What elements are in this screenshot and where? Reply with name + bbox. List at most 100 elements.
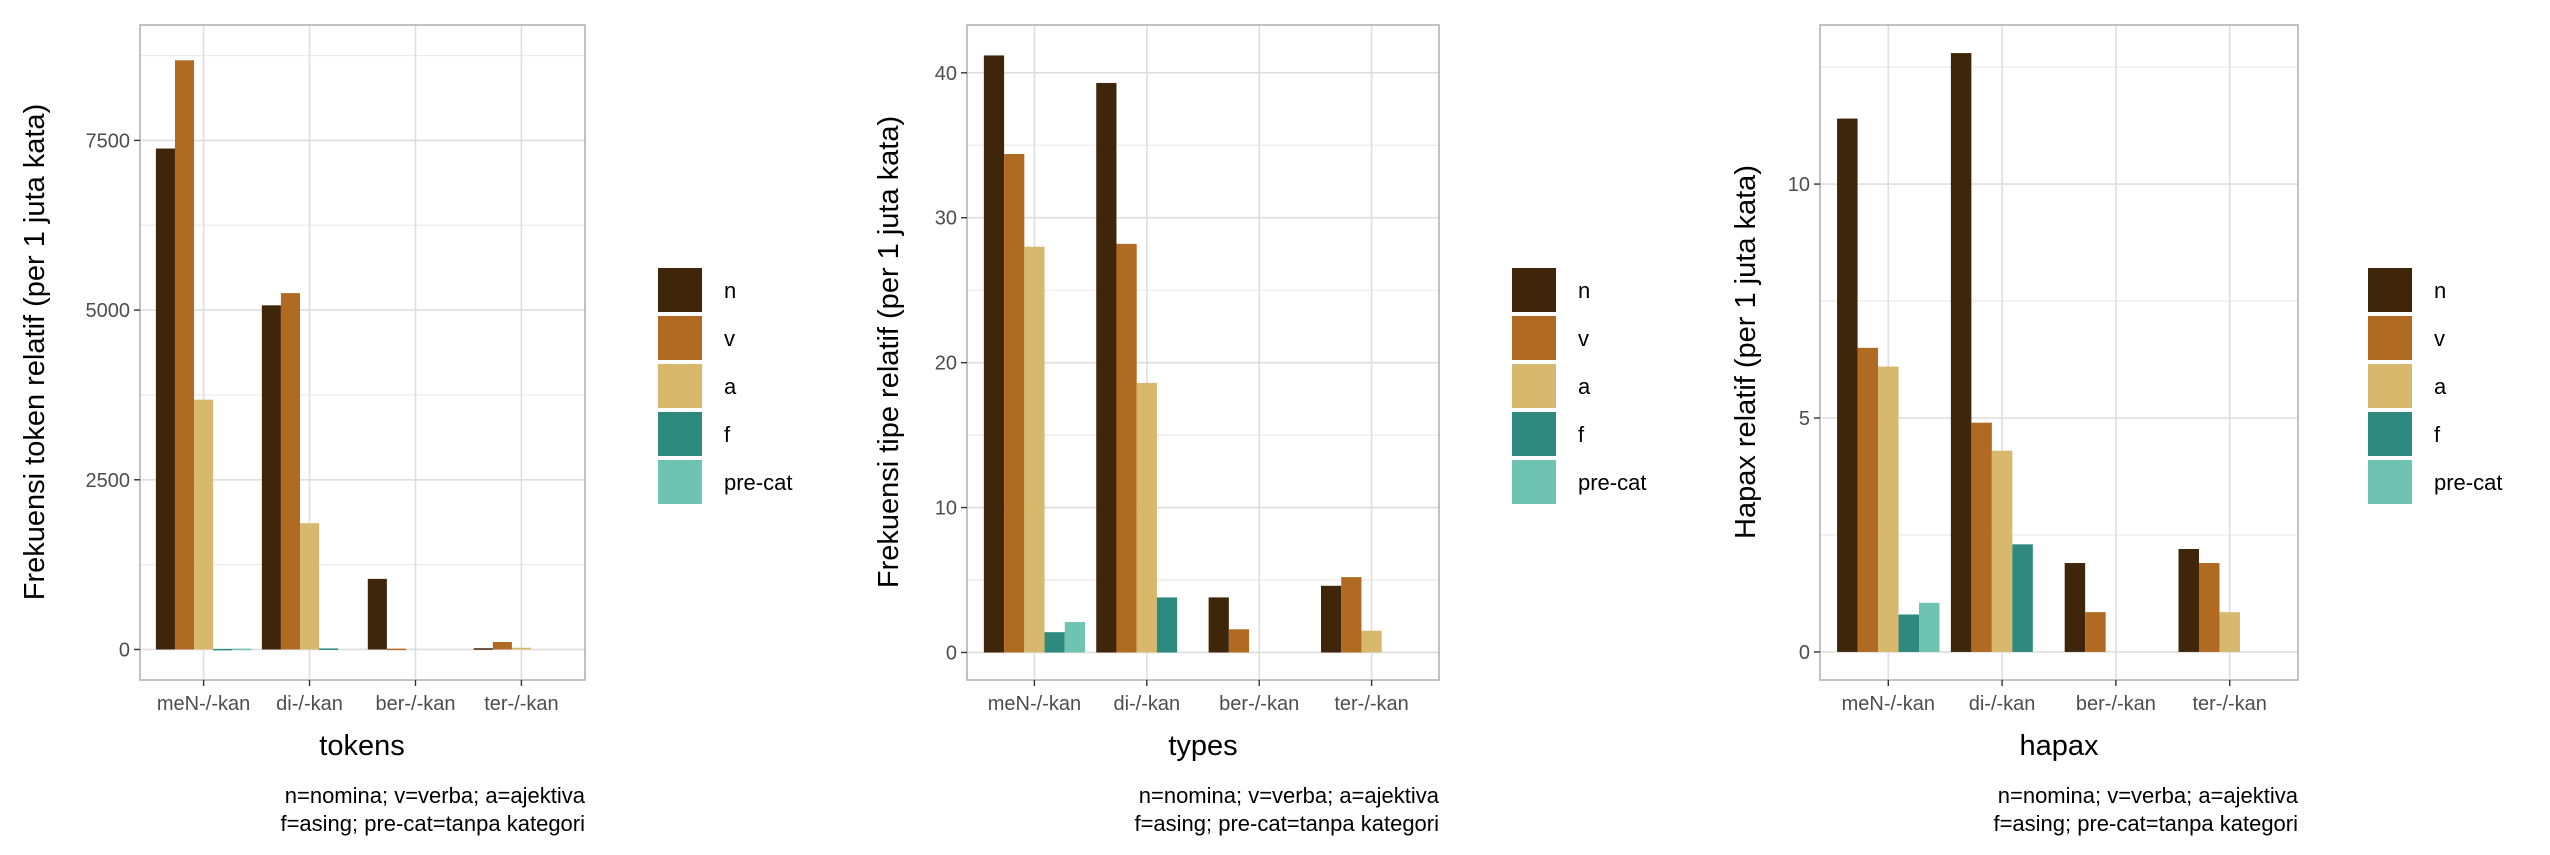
- hapax-bar-ber-kan-n: [2064, 563, 2086, 652]
- tokens-bars: [155, 60, 531, 651]
- tokens-legend-key-v: [658, 316, 702, 360]
- types-x-tick-label: ber-/-kan: [1219, 693, 1299, 715]
- types-bar-men-kan-v: [1004, 153, 1025, 653]
- types-caption-line-1: n=nomina; v=verba; a=ajektiva: [1139, 783, 1440, 808]
- hapax-bars: [1837, 53, 2240, 652]
- hapax-legend-label-n: n: [2434, 278, 2446, 303]
- hapax-caption-line-1: n=nomina; v=verba; a=ajektiva: [1998, 783, 2299, 808]
- types-y-tick-label: 10: [935, 498, 957, 520]
- types-plot-border: [966, 24, 1440, 681]
- types-legend-key-f: [1512, 412, 1556, 456]
- types-legend-label-f: f: [1578, 422, 1585, 447]
- hapax-panel: 0 5 10 meN-/-kan di-/-kan ber-/-kan ter-/-kan…: [1730, 24, 2299, 762]
- tokens-y-axis-title: Frekuensi token relatif (per 1 juta kata…: [19, 104, 51, 600]
- tokens-bar-men-kan-f: [213, 648, 233, 651]
- tokens-legend-label-a: a: [724, 374, 737, 399]
- hapax-x-tick-label: ber-/-kan: [2076, 693, 2156, 715]
- tokens-bar-ter-kan-n: [473, 648, 493, 650]
- tokens-bar-men-kan-v: [174, 60, 195, 650]
- tokens-bar-di-kan-n: [261, 305, 281, 650]
- tokens-bar-di-kan-v: [280, 293, 300, 650]
- types-y-tick-label: 0: [946, 642, 957, 664]
- hapax-bar-ter-kan-v: [2198, 563, 2220, 652]
- types-legend-key-a: [1512, 364, 1556, 408]
- types-bar-di-kan-f: [1156, 597, 1178, 653]
- tokens-bar-men-kan-pre-cat: [232, 648, 252, 651]
- types-y-tick-label: 20: [935, 353, 957, 375]
- types-legend-label-pre-cat: pre-cat: [1578, 470, 1646, 495]
- tokens-x-tick-label: di-/-kan: [276, 693, 343, 715]
- types-y-axis-title: Frekuensi tipe relatif (per 1 juta kata): [873, 116, 905, 588]
- types-bar-ter-kan-a: [1361, 630, 1382, 653]
- hapax-legend-key-pre-cat: [2368, 460, 2412, 504]
- tokens-panel: 0 2500 5000 7500 meN-/-kan di-/-kan ber-/-kan…: [19, 24, 586, 762]
- tokens-bar-ter-kan-a: [511, 647, 531, 650]
- hapax-bar-men-kan-v: [1857, 347, 1879, 652]
- types-bar-ber-kan-v: [1228, 629, 1250, 653]
- tokens-x-tick-label: meN-/-kan: [157, 693, 250, 715]
- types-x-tick-label: meN-/-kan: [988, 693, 1081, 715]
- tokens-bar-men-kan-n: [155, 148, 175, 650]
- tokens-bar-ber-kan-v: [386, 648, 406, 651]
- tokens-plot-border: [139, 24, 586, 681]
- tokens-legend-key-f: [658, 412, 702, 456]
- types-bar-ter-kan-n: [1321, 585, 1342, 653]
- tokens-legend-label-f: f: [724, 422, 731, 447]
- types-plot-background: [967, 25, 1439, 680]
- types-bars: [983, 55, 1382, 653]
- tokens-legend-label-v: v: [724, 326, 735, 351]
- tokens-legend-label-pre-cat: pre-cat: [724, 470, 792, 495]
- tokens-legend-key-a: [658, 364, 702, 408]
- types-bar-men-kan-a: [1024, 246, 1045, 653]
- hapax-x-tick-label: ter-/-kan: [2192, 693, 2266, 715]
- hapax-bar-ter-kan-n: [2178, 549, 2199, 652]
- tokens-y-tick-label: 7500: [86, 130, 131, 152]
- hapax-bar-men-kan-f: [1898, 614, 1920, 652]
- tokens-x-tick-label: ter-/-kan: [484, 693, 558, 715]
- tokens-bar-men-kan-a: [194, 399, 214, 650]
- types-legend-label-a: a: [1578, 374, 1591, 399]
- hapax-x-tick-label: meN-/-kan: [1842, 693, 1935, 715]
- hapax-caption-line-2: f=asing; pre-cat=tanpa kategori: [1993, 811, 2298, 836]
- hapax-bar-di-kan-a: [1991, 450, 2013, 652]
- tokens-x-ticks: meN-/-kan di-/-kan ber-/-kan ter-/-kan: [157, 680, 559, 715]
- types-legend-key-v: [1512, 316, 1556, 360]
- hapax-bar-ber-kan-v: [2085, 612, 2106, 652]
- hapax-bar-di-kan-n: [1950, 53, 1972, 652]
- hapax-legend-key-n: [2368, 268, 2412, 312]
- hapax-legend-label-v: v: [2434, 326, 2445, 351]
- tokens-caption-line-2: f=asing; pre-cat=tanpa kategori: [280, 811, 585, 836]
- hapax-bar-di-kan-f: [2012, 544, 2033, 652]
- types-bar-men-kan-pre-cat: [1064, 622, 1085, 653]
- hapax-x-axis-title: hapax: [2019, 730, 2099, 762]
- types-legend-key-pre-cat: [1512, 460, 1556, 504]
- types-bar-men-kan-n: [983, 55, 1005, 653]
- hapax-x-tick-label: di-/-kan: [1969, 693, 2036, 715]
- types-legend-label-n: n: [1578, 278, 1590, 303]
- types-bar-men-kan-f: [1044, 632, 1065, 653]
- tokens-caption-line-1: n=nomina; v=verba; a=ajektiva: [285, 783, 586, 808]
- hapax-legend-key-a: [2368, 364, 2412, 408]
- types-x-tick-label: di-/-kan: [1113, 693, 1180, 715]
- tokens-y-tick-label: 5000: [86, 300, 131, 322]
- hapax-legend-label-pre-cat: pre-cat: [2434, 470, 2502, 495]
- types-x-tick-label: ter-/-kan: [1334, 693, 1408, 715]
- tokens-x-tick-label: ber-/-kan: [375, 693, 455, 715]
- tokens-plot-background: [140, 25, 585, 680]
- hapax-bar-men-kan-a: [1878, 366, 1899, 652]
- tokens-x-axis-title: tokens: [319, 730, 404, 762]
- types-panel: 0 10 20 30 40 meN-/-kan di-/-kan ber-/-kan ter-…: [873, 24, 1440, 762]
- types-bar-di-kan-n: [1096, 82, 1117, 653]
- tokens-legend-label-n: n: [724, 278, 736, 303]
- hapax-y-tick-label: 10: [1788, 174, 1810, 196]
- tokens-legend-key-n: [658, 268, 702, 312]
- types-legend-label-v: v: [1578, 326, 1589, 351]
- hapax-legend-label-a: a: [2434, 374, 2447, 399]
- hapax-bar-di-kan-v: [1971, 422, 1992, 652]
- types-bar-ter-kan-v: [1341, 577, 1362, 653]
- tokens-bar-di-kan-f: [319, 648, 339, 650]
- tokens-y-tick-label: 0: [119, 639, 130, 661]
